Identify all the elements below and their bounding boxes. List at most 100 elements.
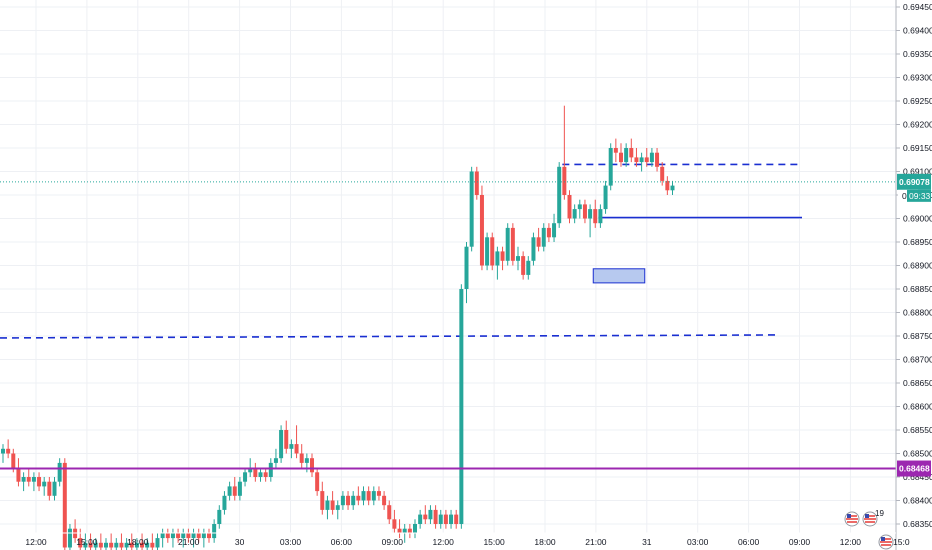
price-tick-label: 0.68900 — [903, 261, 932, 271]
price-tick-label: 0.69100 — [903, 167, 932, 177]
candle-up — [57, 462, 62, 482]
candle-down — [376, 491, 381, 496]
candle-down — [536, 237, 541, 247]
candle-down — [78, 538, 83, 548]
price-tick-label: 0.69350 — [903, 49, 932, 59]
candle-up — [413, 524, 417, 534]
candle-down — [521, 256, 526, 275]
candle-down — [665, 180, 670, 191]
candle-up — [325, 500, 330, 510]
candle-up — [83, 542, 88, 548]
candle-down — [582, 204, 587, 219]
candle-up — [485, 237, 490, 266]
price-tick-label: 0.68500 — [903, 449, 932, 459]
candle-up — [104, 542, 108, 548]
price-tick-label: 0.68350 — [903, 519, 932, 529]
price-tick-label: 0.68750 — [903, 331, 932, 341]
candle-down — [320, 491, 325, 510]
calendar-icon[interactable]: 19 — [862, 509, 884, 527]
candle-down — [613, 148, 618, 153]
candle-up — [217, 509, 222, 524]
candle-up — [361, 491, 366, 501]
candle-down — [186, 533, 191, 539]
candle-up — [371, 491, 376, 501]
candle-down — [407, 528, 412, 534]
candle-down — [366, 491, 371, 501]
candle-up — [212, 524, 217, 539]
event-markers[interactable]: 19 — [844, 509, 894, 550]
candle-down — [433, 509, 438, 524]
price-tick-label: 0.69000 — [903, 214, 932, 224]
candle-up — [170, 533, 175, 539]
chart-grid — [0, 0, 902, 533]
candle-up — [495, 251, 500, 266]
candle-up — [557, 166, 562, 224]
time-tick-label: 15:0 — [893, 537, 910, 547]
candle-down — [423, 514, 428, 520]
candle-up — [670, 185, 675, 191]
candle-down — [165, 533, 170, 539]
price-levels — [0, 181, 896, 470]
candle-down — [62, 462, 67, 548]
price-tick-label: 0.68650 — [903, 378, 932, 388]
candle-down — [207, 533, 211, 539]
candle-up — [526, 260, 531, 275]
candle-down — [454, 514, 459, 524]
candle-up — [335, 505, 340, 510]
candle-up — [649, 152, 654, 163]
price-tick-label: 0.69400 — [903, 26, 932, 36]
time-tick-label: 12:00 — [840, 537, 862, 547]
support-dashed-line[interactable] — [0, 334, 779, 339]
candle-down — [284, 430, 289, 449]
us-flag-icon[interactable] — [844, 511, 860, 527]
candle-up — [516, 256, 520, 261]
highlight-zone-rectangle[interactable] — [592, 268, 646, 284]
candle-up — [155, 538, 160, 548]
candle-down — [310, 458, 314, 473]
drawing-layer[interactable] — [0, 163, 802, 339]
candle-down — [382, 495, 387, 506]
candle-up — [67, 528, 72, 548]
time-tick-label: 06:00 — [738, 537, 760, 547]
candle-down — [253, 467, 258, 477]
candle-up — [469, 171, 474, 247]
price-axis[interactable]: 0.69450 0.69400 0.69350 0.69300 0.69250 0.692… — [896, 2, 932, 529]
us-flag-icon[interactable] — [878, 534, 894, 550]
time-axis[interactable]: 12:00 15:00 18:00 21:00 30 03:00 06:00 09:00 12:… — [0, 532, 910, 547]
price-tick-label: 0.69200 — [903, 120, 932, 130]
candle-up — [1, 448, 5, 454]
time-tick-label: 12:00 — [25, 537, 47, 547]
candle-down — [629, 148, 634, 158]
candle-up — [449, 514, 454, 524]
candle-up — [93, 542, 98, 548]
candle-up — [608, 148, 613, 186]
price-tick-label: 0.68850 — [903, 284, 932, 294]
candle-down — [47, 481, 52, 496]
candle-down — [479, 195, 484, 266]
time-tick-label: 12:00 — [433, 537, 455, 547]
price-tick-label: 0.68950 — [903, 237, 932, 247]
candle-down — [176, 533, 181, 539]
candle-down — [263, 472, 268, 477]
candle-down — [26, 477, 31, 482]
candle-down — [140, 542, 145, 548]
candle-up — [243, 472, 248, 482]
price-tick-label: 0.68700 — [903, 355, 932, 365]
candle-down — [546, 227, 551, 238]
candle-down — [98, 542, 103, 548]
candle-down — [109, 542, 114, 548]
candle-up — [428, 509, 433, 520]
candle-up — [248, 467, 253, 473]
candle-down — [16, 467, 21, 482]
candle-down — [644, 157, 649, 163]
candle-up — [505, 227, 510, 261]
countdown-badge — [907, 189, 931, 202]
price-axis-background — [896, 0, 932, 550]
current-price-badge — [897, 173, 931, 190]
candle-down — [619, 152, 623, 163]
candle-up — [31, 477, 36, 482]
time-tick-label: 15:00 — [76, 537, 98, 547]
candle-down — [150, 542, 155, 548]
time-tick-label: 03:00 — [280, 537, 302, 547]
